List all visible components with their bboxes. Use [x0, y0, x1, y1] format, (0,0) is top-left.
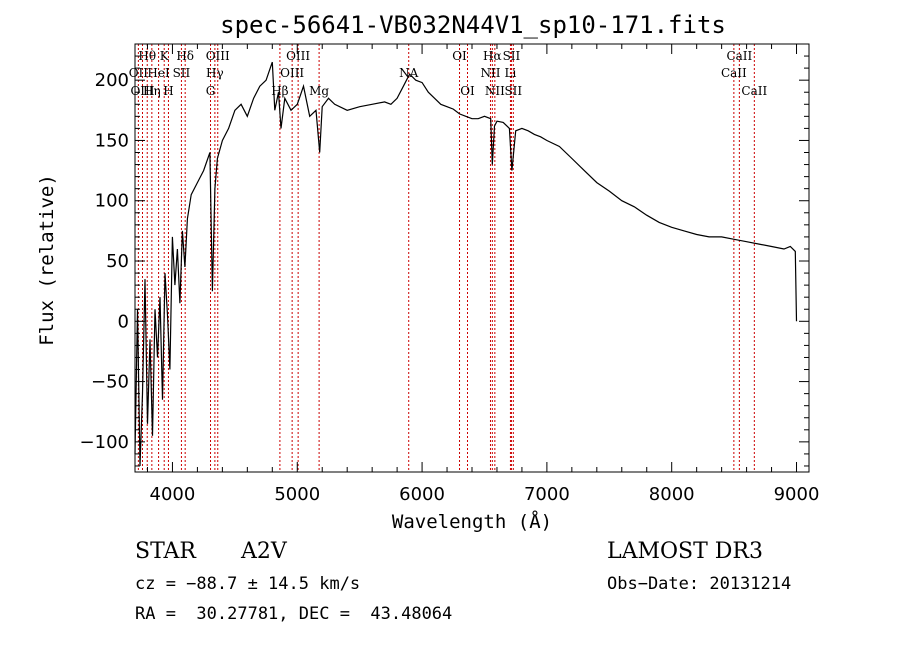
observation-date: Obs−Date: 20131214	[607, 574, 792, 594]
emission-line-label: Hδ	[176, 49, 194, 63]
emission-line-label: G	[206, 84, 216, 98]
x-tick-labels: 4000 5000 6000 7000 8000 9000	[150, 484, 820, 505]
emission-line-label: OIII	[280, 66, 304, 80]
emission-line-label: CaII	[741, 84, 767, 98]
emission-line-label: K	[160, 49, 170, 63]
emission-line-label: SII	[503, 49, 521, 63]
y-tick-label: 150	[95, 130, 129, 151]
y-tick-label: 200	[95, 70, 129, 91]
axis-ticks	[135, 43, 809, 472]
y-axis-label: Flux (relative)	[36, 174, 58, 346]
emission-line-label: SII	[504, 84, 522, 98]
y-tick-label: 0	[118, 311, 129, 332]
survey-name: LAMOST DR3	[607, 539, 763, 564]
x-tick-label: 7000	[524, 484, 570, 505]
emission-line-label: H	[163, 84, 173, 98]
y-tick-label: −100	[80, 432, 129, 453]
y-tick-labels: −100 −50 0 50 100 150 200	[80, 70, 129, 453]
emission-line-label: CaII	[721, 66, 747, 80]
emission-line-label: Hβ	[271, 84, 288, 98]
emission-line-label: CaII	[726, 49, 752, 63]
y-tick-label: 100	[95, 191, 129, 212]
emission-line-label: Hγ	[206, 66, 224, 80]
emission-line-label: NA	[399, 66, 419, 80]
emission-line-label: Hη	[143, 84, 161, 98]
emission-line-label: OIII	[206, 49, 230, 63]
emission-line-label: Li	[505, 66, 517, 80]
emission-line-label: Mg	[309, 84, 329, 98]
object-class: STAR	[135, 539, 196, 564]
x-tick-label: 5000	[274, 484, 320, 505]
x-tick-label: 9000	[774, 484, 820, 505]
y-tick-label: −50	[91, 372, 129, 393]
chart-title: spec-56641-VB032N44V1_sp10-171.fits	[220, 11, 726, 39]
emission-line-label: Hα	[483, 49, 502, 63]
x-tick-label: 8000	[649, 484, 695, 505]
emission-line-label: SII	[173, 66, 191, 80]
x-tick-label: 6000	[399, 484, 445, 505]
emission-line-label: OII	[129, 66, 149, 80]
emission-line-label: Hθ	[138, 49, 156, 63]
x-tick-label: 4000	[150, 484, 196, 505]
emission-line-label: HeI	[147, 66, 170, 80]
plot-frame	[134, 43, 810, 473]
emission-line-label: OI	[452, 49, 467, 63]
spectral-subclass: A2V	[241, 539, 287, 564]
redshift-velocity: cz = −88.7 ± 14.5 km/s	[135, 574, 361, 594]
emission-line-label: OIII	[130, 84, 154, 98]
x-axis-label: Wavelength (Å)	[392, 510, 552, 533]
emission-line-markers	[137, 44, 755, 472]
emission-line-label: OI	[460, 84, 475, 98]
y-tick-label: 50	[106, 251, 129, 272]
emission-line-label: OIII	[286, 49, 310, 63]
sky-coordinates: RA = 30.27781, DEC = 43.48064	[135, 604, 453, 624]
emission-line-label: NII	[480, 66, 500, 80]
emission-line-label: NII	[485, 84, 505, 98]
spectrum-line	[134, 61, 798, 467]
